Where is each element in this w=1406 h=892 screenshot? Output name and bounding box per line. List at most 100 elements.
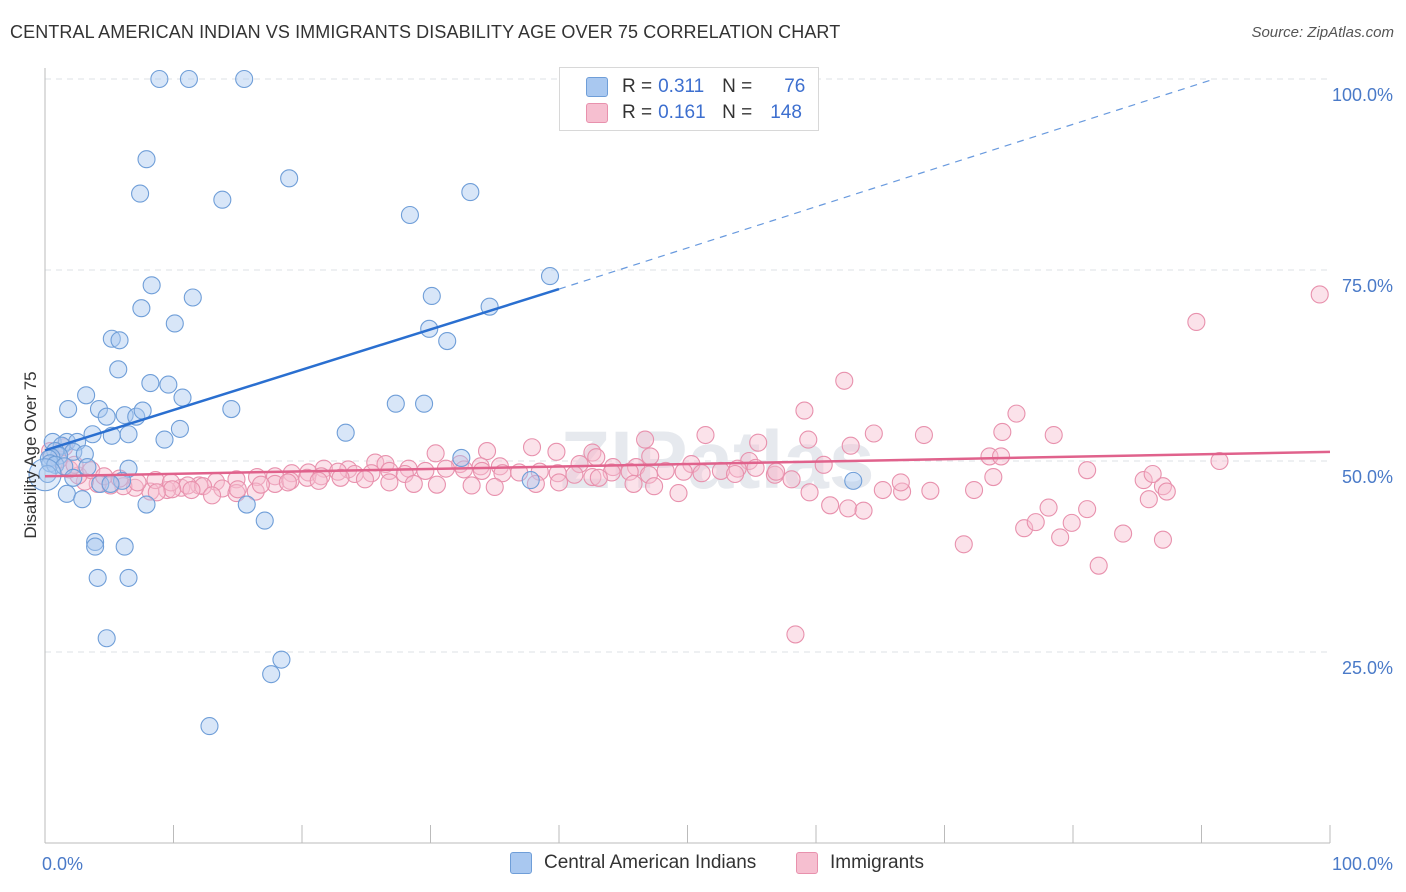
immigrants-point	[1051, 528, 1070, 547]
central-american-indians-point	[137, 150, 156, 169]
immigrants-point	[1044, 425, 1063, 445]
axes	[44, 68, 1331, 844]
central-american-indians-point	[115, 406, 134, 425]
immigrants-point	[570, 455, 589, 474]
r-value: 0.161	[658, 102, 706, 123]
immigrants-point	[854, 501, 873, 520]
pink-swatch	[586, 103, 608, 123]
x-tick-labels: 0.0% 100.0%	[42, 854, 1393, 874]
legend-label: Central American Indians	[544, 852, 757, 873]
central-american-indians-point	[88, 568, 107, 587]
central-american-indians-point	[113, 471, 132, 490]
central-american-indians-point	[438, 332, 457, 351]
central-american-indians-point	[97, 407, 116, 426]
central-american-indians-point	[119, 425, 138, 444]
central-american-indians-point	[59, 399, 78, 419]
n-label: N =	[722, 102, 753, 123]
immigrants-point	[1157, 482, 1176, 501]
immigrants-point	[645, 477, 664, 496]
immigrants-point	[786, 625, 805, 644]
central-american-indians-point	[137, 495, 156, 514]
central-american-indians-point	[200, 717, 219, 736]
immigrants-point	[921, 481, 940, 500]
immigrants-point	[427, 475, 446, 494]
immigrants-point	[203, 486, 222, 505]
central-american-indians-point	[101, 474, 120, 493]
x-tick-label: 100.0%	[1332, 854, 1393, 874]
central-american-indians-point	[150, 69, 169, 89]
legend-item-central-american-indians[interactable]: Central American Indians	[510, 852, 756, 874]
r-value: 0.311	[658, 76, 705, 97]
immigrants-point	[472, 461, 491, 480]
immigrants-point	[800, 483, 819, 502]
central-american-indians-point	[109, 360, 128, 379]
blue-swatch	[586, 77, 608, 97]
central-american-indians-point	[540, 267, 560, 286]
immigrants-point	[799, 430, 818, 449]
central-american-indians-point	[38, 464, 57, 484]
pink-swatch	[796, 852, 818, 874]
central-american-indians-point	[119, 568, 138, 587]
immigrants-point	[891, 473, 910, 492]
legend-label: Immigrants	[830, 852, 924, 873]
central-american-indians-point	[235, 69, 254, 89]
immigrants-point	[583, 467, 602, 487]
central-american-indians-point	[386, 394, 405, 413]
n-label: N =	[722, 76, 753, 97]
immigrants-point	[1114, 524, 1133, 543]
immigrants-point	[696, 425, 715, 445]
immigrants-point	[462, 476, 481, 495]
central-american-indians-point	[141, 374, 160, 393]
immigrants-point	[1187, 312, 1206, 332]
immigrants-point	[1039, 498, 1058, 517]
central-american-indians-point	[77, 386, 96, 405]
y-tick-label: 100.0%	[1332, 85, 1393, 105]
immigrants-point	[298, 468, 317, 487]
immigrants-point	[624, 474, 643, 493]
central-american-indians-point	[170, 419, 189, 438]
central-american-indians-point	[102, 329, 121, 348]
central-american-indians-point	[844, 471, 863, 490]
stats-row-pink: R = 0.161 N = 148	[586, 101, 802, 125]
blue-trend-extension	[558, 78, 1215, 290]
immigrants-point	[636, 430, 655, 449]
immigrants-point	[1015, 519, 1034, 538]
r-label: R =	[622, 76, 653, 97]
immigrants-point	[331, 468, 350, 487]
central-american-indians-point	[155, 430, 174, 449]
immigrants-point	[749, 433, 768, 452]
central-american-indians-point	[142, 276, 161, 295]
central-american-indians-point	[89, 399, 109, 419]
immigrants-point	[213, 479, 232, 498]
chart-source: Source: ZipAtlas.com	[1251, 24, 1394, 41]
central-american-indians-point	[415, 394, 434, 413]
central-american-indians-point	[86, 532, 105, 552]
central-american-indians-point	[115, 537, 134, 556]
immigrants-point	[641, 447, 660, 466]
immigrants-point	[639, 465, 659, 484]
immigrants-point	[163, 480, 182, 499]
central-american-indians-point	[452, 448, 471, 467]
central-american-indians-point	[78, 458, 97, 477]
immigrants-points	[41, 285, 1329, 644]
immigrants-point	[589, 468, 608, 487]
legend-item-immigrants[interactable]: Immigrants	[796, 852, 924, 874]
central-american-indians-point	[64, 442, 83, 461]
central-american-indians-point	[183, 288, 202, 307]
central-american-indians-point	[73, 490, 92, 509]
immigrants-point	[765, 465, 784, 484]
central-american-indians-point	[272, 650, 291, 669]
immigrants-point	[873, 480, 892, 500]
n-value: 148	[770, 102, 802, 123]
central-american-indians-point	[336, 423, 355, 442]
series-legend: Central American Indians Immigrants	[0, 852, 1406, 880]
immigrants-point	[1078, 500, 1097, 519]
immigrants-point	[147, 483, 166, 502]
immigrants-point	[1153, 530, 1172, 549]
central-american-indians-point	[422, 286, 441, 306]
immigrants-point	[1143, 464, 1162, 484]
n-value: 76	[784, 76, 806, 97]
central-american-indians-point	[86, 537, 105, 556]
immigrants-point	[814, 455, 833, 474]
immigrants-point	[782, 470, 801, 489]
